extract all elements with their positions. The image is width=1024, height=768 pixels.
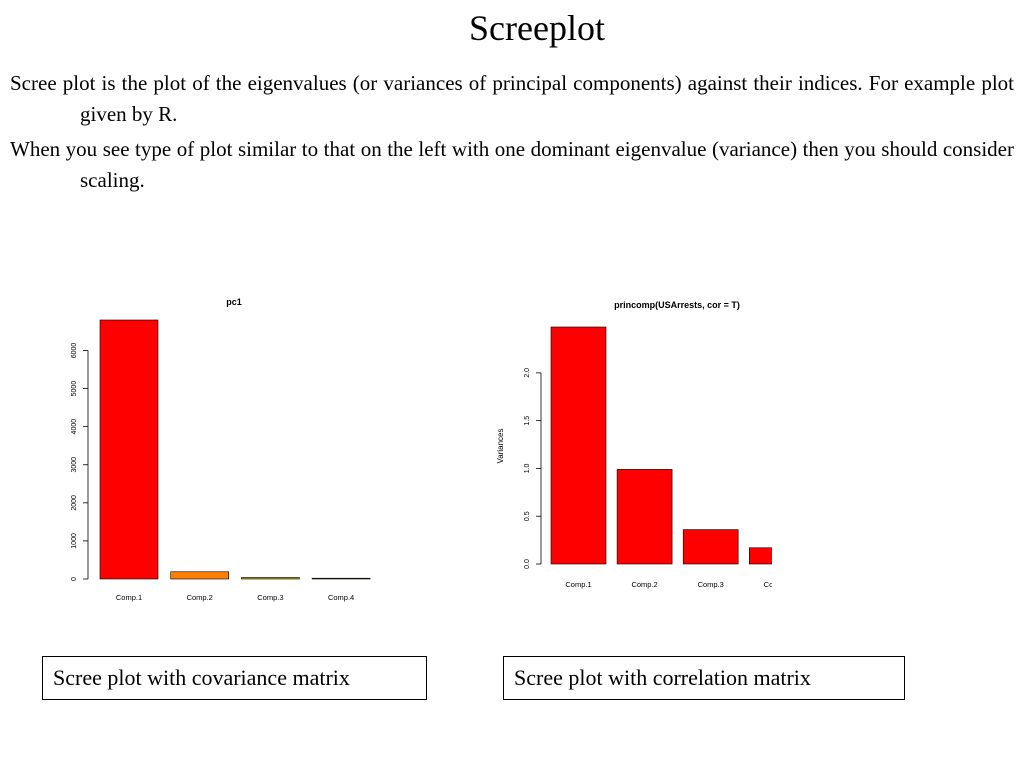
bullet-scree-definition: Scree plot is the plot of the eigenvalue… — [10, 71, 1014, 126]
cor-chart-bar — [682, 529, 739, 565]
caption-correlation: Scree plot with correlation matrix — [503, 656, 905, 700]
cov-chart-y-tick-label: 3000 — [71, 457, 78, 473]
slide-title: Screeplot — [469, 8, 605, 48]
cov-chart-y-tick-label: 4000 — [71, 419, 78, 435]
cor-chart-category-label: Comp.2 — [631, 580, 657, 589]
scree-chart-covariance-svg: pc1 0 1000 2000 3000 4000 5000 6000 Comp.1 Comp.2… — [71, 297, 371, 602]
cov-chart-category-label: Comp.1 — [116, 593, 142, 602]
cor-chart-bar — [748, 547, 805, 565]
cov-chart-y-tick-label: 6000 — [71, 343, 78, 359]
cov-chart-y-tick-label: 1000 — [71, 533, 78, 549]
cov-chart-y-tick-label: 5000 — [71, 381, 78, 397]
cor-chart-y-tick-label: 1.5 — [524, 416, 531, 426]
cor-chart-bar — [616, 469, 673, 565]
scree-chart-covariance: pc1 0 1000 2000 3000 4000 5000 6000 Comp.1 Comp.2… — [56, 290, 386, 615]
cor-chart-y-axis-label: Variances — [496, 429, 505, 464]
bullet-scaling-advice: When you see type of plot similar to tha… — [10, 137, 1014, 192]
caption-covariance: Scree plot with covariance matrix — [42, 656, 427, 700]
cor-chart-y-tick-label: 2.0 — [524, 368, 531, 378]
cor-chart-category-label: Comp.4 — [764, 580, 772, 589]
cor-chart-category-label: Comp.1 — [565, 580, 591, 589]
cor-chart-category-label: Comp.3 — [698, 580, 724, 589]
cov-chart-bar — [241, 577, 300, 580]
cov-chart-title: pc1 — [226, 297, 242, 307]
cov-chart-y-tick-label: 2000 — [71, 495, 78, 511]
cov-chart-category-label: Comp.4 — [328, 593, 354, 602]
cov-chart-bar — [170, 571, 229, 580]
cor-chart-y-tick-label: 0.0 — [524, 559, 531, 569]
cor-chart-y-tick-label: 0.5 — [524, 511, 531, 521]
cov-chart-category-label: Comp.2 — [187, 593, 213, 602]
cov-chart-y-tick-label: 0 — [71, 577, 78, 581]
cov-chart-bar — [99, 319, 159, 580]
cor-chart-title: princomp(USArrests, cor = T) — [614, 300, 740, 310]
bullet-list: Scree plot is the plot of the eigenvalue… — [10, 68, 1014, 200]
cor-chart-y-tick-label: 1.0 — [524, 463, 531, 473]
cov-chart-bar — [311, 577, 371, 580]
scree-chart-correlation: princomp(USArrests, cor = T) 0.0 0.5 1.0 1.5… — [492, 292, 805, 602]
cor-chart-bar — [550, 326, 607, 565]
scree-chart-correlation-svg: princomp(USArrests, cor = T) 0.0 0.5 1.0 1.5… — [496, 300, 805, 589]
cov-chart-category-label: Comp.3 — [257, 593, 283, 602]
